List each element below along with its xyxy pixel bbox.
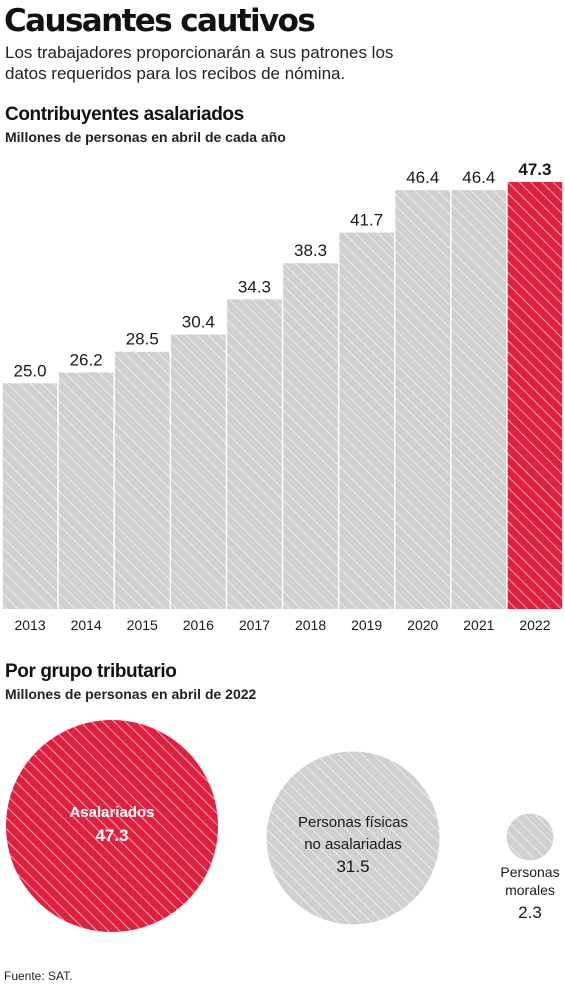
x-tick-label: 2019 bbox=[351, 617, 382, 633]
bar-value-label: 26.2 bbox=[70, 350, 103, 369]
bubble-chart-subtitle: Millones de personas en abril de 2022 bbox=[5, 686, 257, 702]
bar-value-label: 28.5 bbox=[126, 330, 159, 349]
bubble-label: Asalariados bbox=[69, 804, 154, 821]
bubble-label: Personas bbox=[500, 864, 559, 880]
bar-value-label: 46.4 bbox=[462, 168, 495, 187]
bubble-label: no asalariadas bbox=[304, 836, 402, 853]
x-tick-label: 2021 bbox=[463, 617, 494, 633]
bar-value-label: 47.3 bbox=[518, 160, 551, 179]
bar-2022 bbox=[507, 182, 563, 609]
x-tick-label: 2020 bbox=[407, 617, 438, 633]
bar-layer: 25.0 2013 26.2 2014 28.5 2015 30.4 2016 34.3 2017… bbox=[2, 160, 563, 633]
bar-chart-title: Contribuyentes asalariados bbox=[5, 104, 244, 125]
bar-value-label: 46.4 bbox=[406, 168, 439, 187]
bar-2014 bbox=[58, 372, 114, 609]
bubble-2 bbox=[506, 813, 554, 861]
bar-chart: 25.0 2013 26.2 2014 28.5 2015 30.4 2016 34.3 2017… bbox=[2, 160, 563, 633]
x-tick-label: 2013 bbox=[14, 617, 45, 633]
bar-value-label: 38.3 bbox=[294, 241, 327, 260]
bubble-chart-title: Por grupo tributario bbox=[5, 661, 177, 682]
bar-value-label: 30.4 bbox=[182, 313, 215, 332]
x-tick-label: 2017 bbox=[239, 617, 270, 633]
bubble-label: Personas físicas bbox=[298, 814, 408, 831]
bubble-value-label: 2.3 bbox=[518, 903, 542, 922]
source-note: Fuente: SAT. bbox=[4, 969, 73, 983]
bar-value-label: 25.0 bbox=[14, 361, 47, 380]
bubble-value-label: 47.3 bbox=[95, 826, 128, 845]
bubble-layer: Asalariados 47.3 Personas físicas no asalar… bbox=[6, 720, 560, 932]
bubble-chart: Asalariados 47.3 Personas físicas no asalar… bbox=[6, 720, 560, 932]
page-subtitle: Los trabajadores proporcionarán a sus pa… bbox=[5, 43, 394, 83]
x-tick-label: 2016 bbox=[183, 617, 214, 633]
bar-2018 bbox=[283, 263, 338, 609]
bar-2013 bbox=[2, 383, 58, 609]
x-tick-label: 2018 bbox=[295, 617, 326, 633]
bar-2016 bbox=[171, 334, 226, 609]
bar-2020 bbox=[395, 190, 451, 609]
bar-2019 bbox=[339, 232, 394, 610]
bubble-label: morales bbox=[505, 882, 555, 898]
bar-value-label: 34.3 bbox=[238, 277, 271, 296]
bubble-value-label: 31.5 bbox=[336, 857, 369, 876]
page-title: Causantes cautivos bbox=[4, 3, 316, 39]
bar-2017 bbox=[227, 299, 282, 609]
bar-2015 bbox=[114, 351, 170, 609]
bar-2021 bbox=[451, 190, 507, 609]
x-tick-label: 2022 bbox=[519, 617, 550, 633]
x-tick-label: 2015 bbox=[127, 617, 158, 633]
bar-chart-subtitle: Millones de personas en abril de cada añ… bbox=[5, 129, 286, 145]
x-tick-label: 2014 bbox=[71, 617, 102, 633]
bar-value-label: 41.7 bbox=[350, 211, 383, 230]
